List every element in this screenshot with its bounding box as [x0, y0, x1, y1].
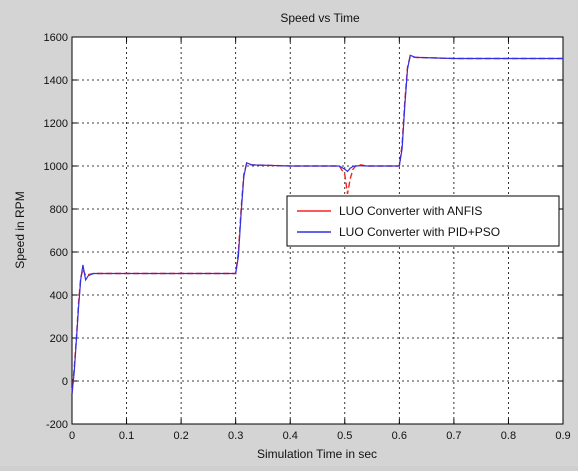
x-tick-label: 0.2: [173, 430, 188, 442]
x-tick-label: 0.5: [337, 430, 352, 442]
x-tick-label: 0.3: [228, 430, 243, 442]
y-tick-label: 1400: [44, 75, 68, 87]
y-tick-label: 0: [62, 376, 68, 388]
chart-title: Speed vs Time: [280, 11, 360, 25]
y-tick-label: 400: [50, 290, 68, 302]
legend-label-1: LUO Converter with ANFIS: [339, 204, 482, 218]
x-tick-label: 0: [69, 430, 75, 442]
axis-ticks: 0 0.1 0.2 0.3 0.4 0.5 0.6 0.7 0.8 0.9-20002004006…: [44, 32, 571, 442]
legend-box: [286, 195, 560, 247]
x-tick-label: 0.1: [119, 430, 134, 442]
y-tick-label: 1200: [44, 118, 68, 130]
legend-label-2: LUO Converter with PID+PSO: [339, 225, 500, 239]
x-tick-label: 0.4: [283, 430, 298, 442]
y-tick-label: 600: [50, 247, 68, 259]
x-axis-label: Simulation Time in sec: [257, 447, 377, 461]
series-line-2: [71, 54, 563, 394]
y-tick-label: -200: [46, 419, 68, 431]
series-lines: [71, 54, 563, 394]
x-tick-label: 0.8: [501, 430, 516, 442]
x-tick-label: 0.7: [446, 430, 461, 442]
x-tick-label: 0.6: [392, 430, 407, 442]
y-tick-label: 1000: [44, 161, 68, 173]
grid: [72, 37, 563, 424]
y-tick-label: 200: [50, 333, 68, 345]
legend: LUO Converter with ANFIS LUO Converter wi…: [286, 195, 560, 247]
y-axis-label: Speed in RPM: [13, 191, 27, 268]
x-tick-label: 0.9: [555, 430, 570, 442]
y-tick-label: 1600: [44, 32, 68, 44]
y-tick-label: 800: [50, 204, 68, 216]
